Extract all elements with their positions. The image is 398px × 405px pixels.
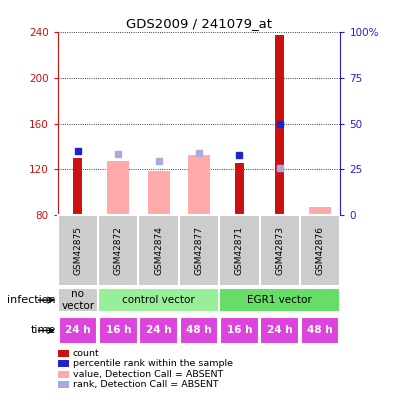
Text: 24 h: 24 h <box>65 326 91 335</box>
Bar <box>309 207 331 215</box>
Text: GSM42874: GSM42874 <box>154 226 163 275</box>
Bar <box>219 288 340 313</box>
Bar <box>275 35 284 215</box>
Bar <box>301 317 339 344</box>
Bar <box>58 288 98 313</box>
Text: 24 h: 24 h <box>267 326 293 335</box>
Text: 24 h: 24 h <box>146 326 172 335</box>
Text: 48 h: 48 h <box>186 326 212 335</box>
Text: GSM42877: GSM42877 <box>195 226 203 275</box>
Text: no
vector: no vector <box>61 289 94 311</box>
Bar <box>74 158 82 215</box>
Text: value, Detection Call = ABSENT: value, Detection Call = ABSENT <box>73 370 223 379</box>
Bar <box>220 317 259 344</box>
Text: GSM42871: GSM42871 <box>235 226 244 275</box>
Text: time: time <box>30 326 56 335</box>
Bar <box>59 317 97 344</box>
Bar <box>99 317 138 344</box>
Text: GSM42873: GSM42873 <box>275 226 284 275</box>
Text: EGR1 vector: EGR1 vector <box>248 295 312 305</box>
Text: infection: infection <box>7 295 56 305</box>
Text: rank, Detection Call = ABSENT: rank, Detection Call = ABSENT <box>73 380 219 389</box>
Bar <box>139 317 178 344</box>
Bar <box>98 288 219 313</box>
Bar <box>235 163 244 215</box>
Text: percentile rank within the sample: percentile rank within the sample <box>73 359 233 368</box>
Bar <box>188 156 210 215</box>
Text: control vector: control vector <box>122 295 195 305</box>
Text: 48 h: 48 h <box>307 326 333 335</box>
Text: 16 h: 16 h <box>226 326 252 335</box>
Bar <box>179 317 219 344</box>
Text: GSM42872: GSM42872 <box>114 226 123 275</box>
Title: GDS2009 / 241079_at: GDS2009 / 241079_at <box>126 17 272 30</box>
Text: 16 h: 16 h <box>105 326 131 335</box>
Text: GSM42876: GSM42876 <box>316 226 325 275</box>
Text: GSM42875: GSM42875 <box>73 226 82 275</box>
Bar <box>260 317 299 344</box>
Text: count: count <box>73 349 100 358</box>
Bar <box>107 161 129 215</box>
Bar <box>148 171 170 215</box>
